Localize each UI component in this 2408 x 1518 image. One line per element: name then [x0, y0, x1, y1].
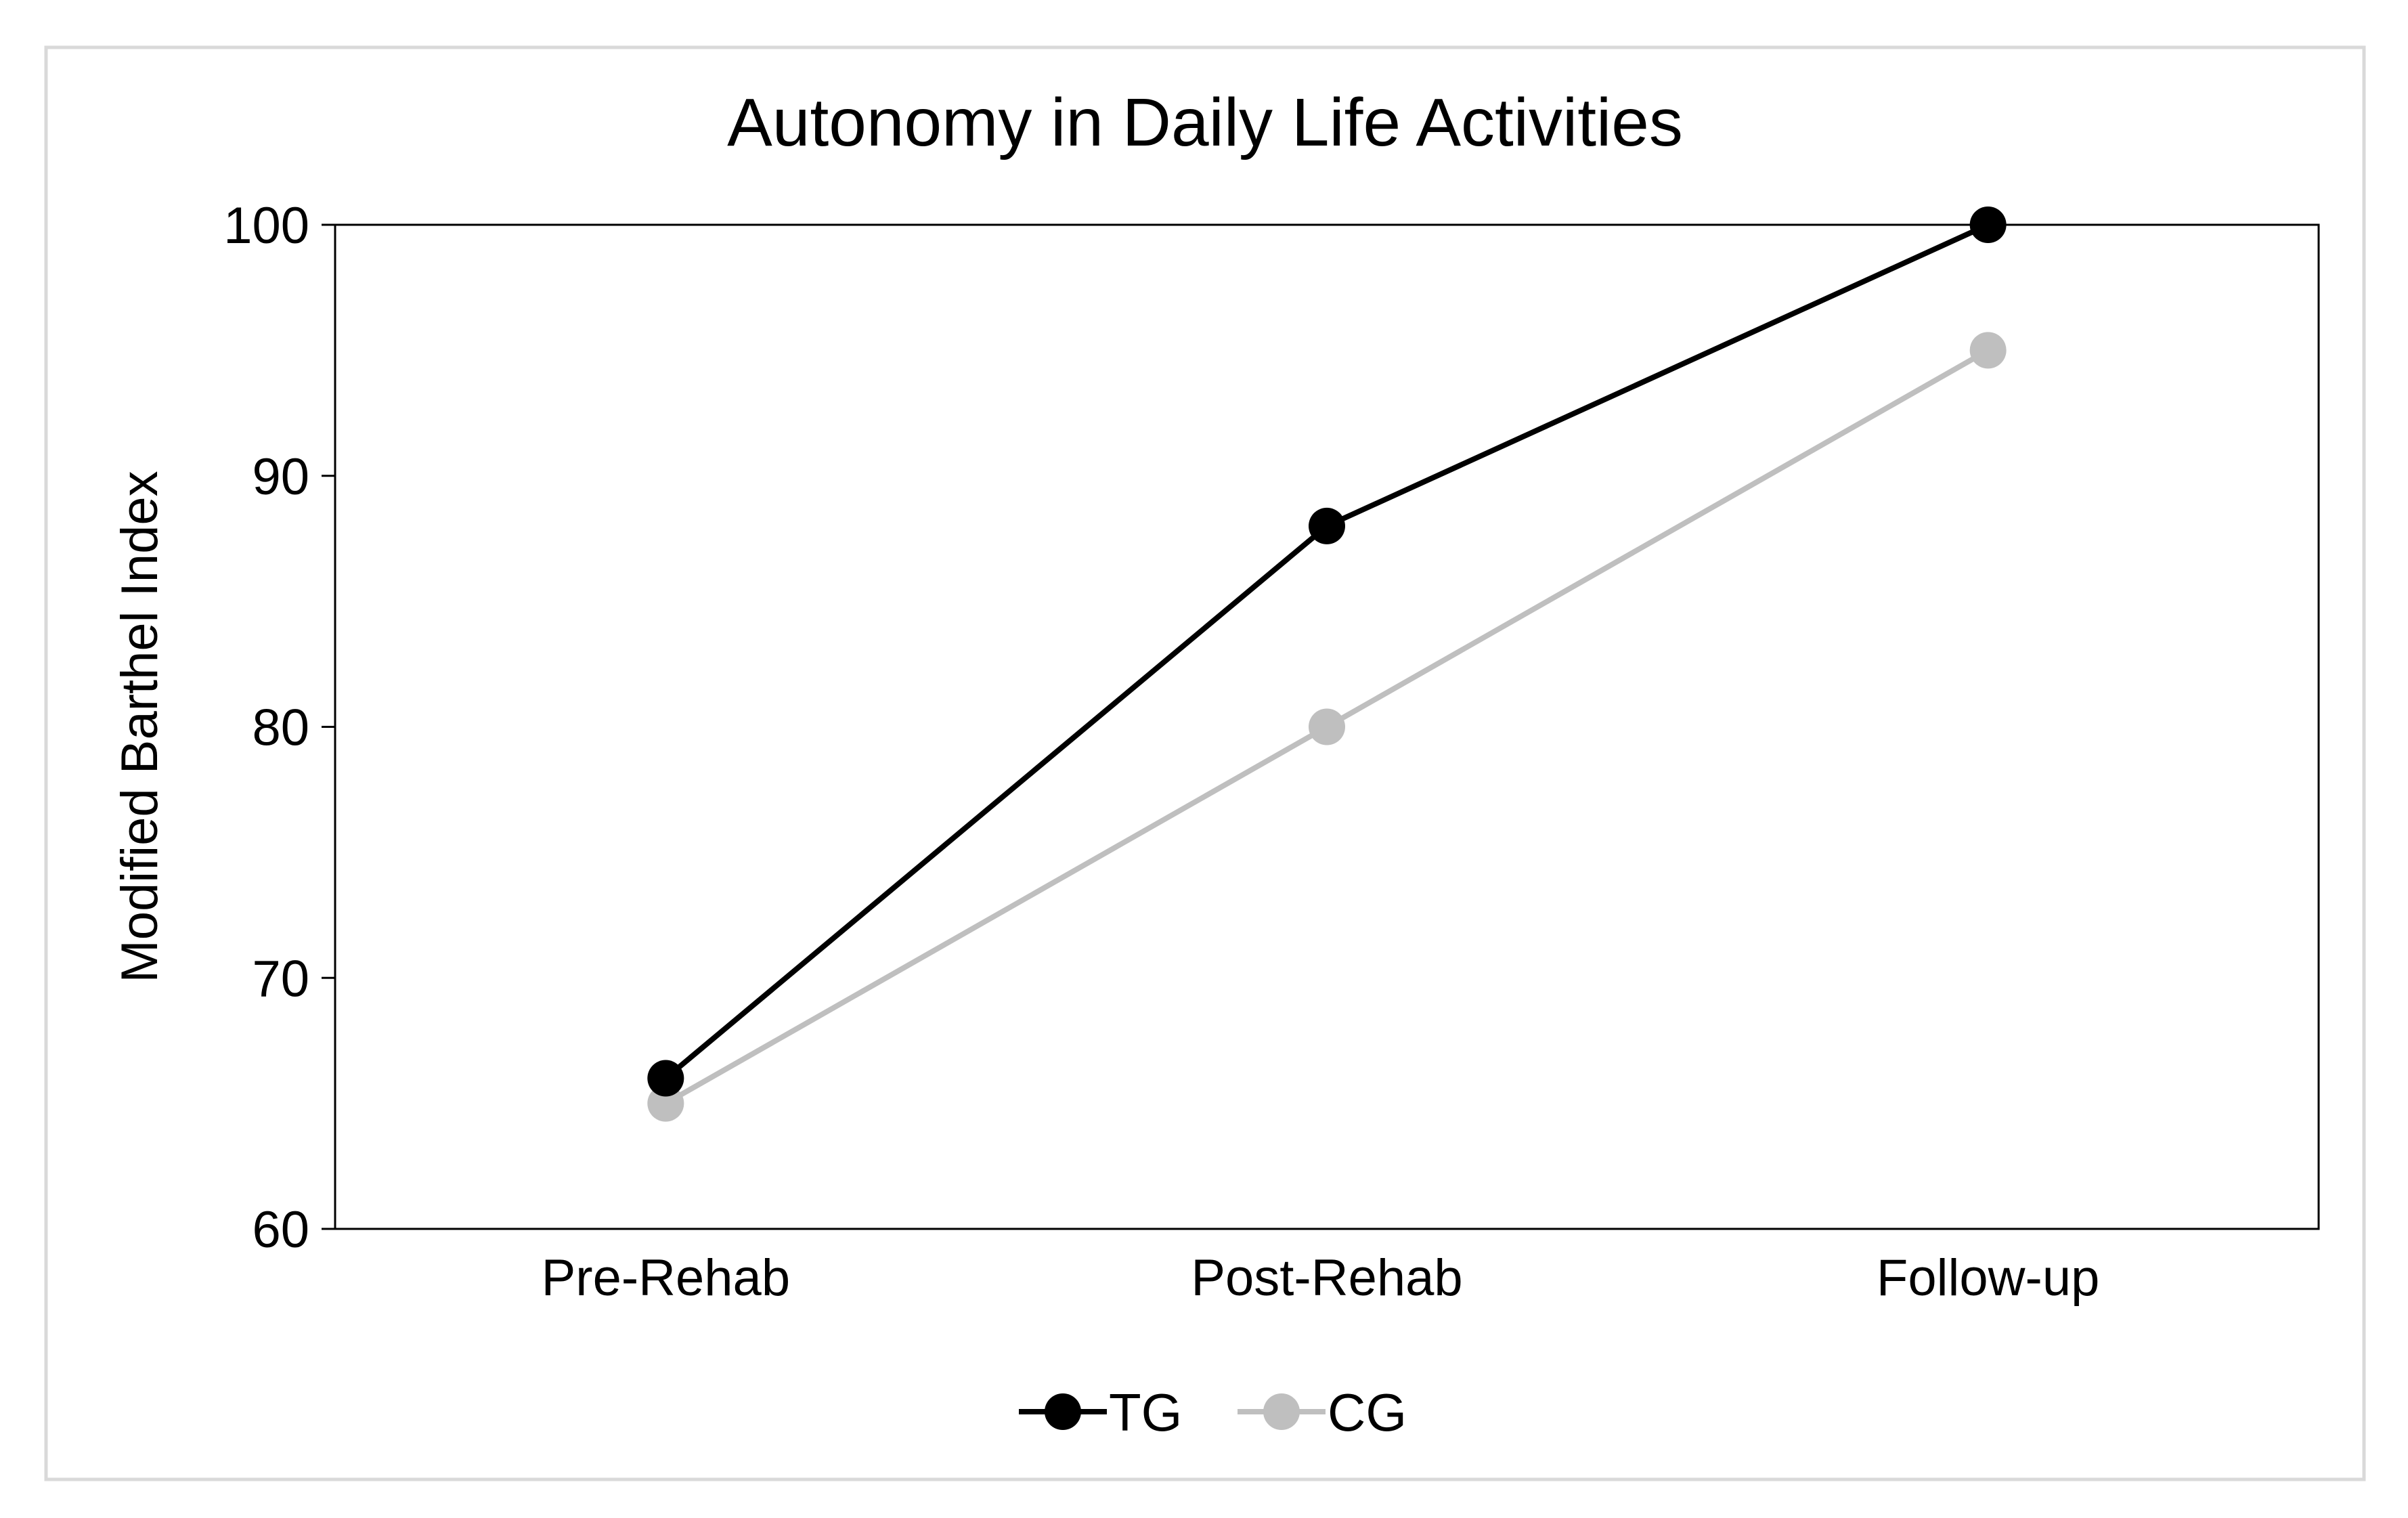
- legend-marker: [1263, 1393, 1300, 1430]
- legend-label: TG: [1109, 1383, 1182, 1442]
- y-tick-label: 100: [223, 197, 309, 255]
- y-tick-label: 90: [252, 448, 309, 506]
- chart-title: Autonomy in Daily Life Activities: [727, 85, 1683, 160]
- series-layer: [647, 207, 2007, 1122]
- y-axis-label: Modified Barthel Index: [111, 471, 169, 982]
- x-tick-label: Post-Rehab: [1191, 1249, 1462, 1307]
- legend-item-tg: TG: [1019, 1383, 1182, 1442]
- y-tick-label: 80: [252, 699, 309, 757]
- x-tick-label: Follow-up: [1877, 1249, 2099, 1307]
- series-tg: [647, 207, 2007, 1097]
- y-axis-ticks: 60 70 80 90 100: [223, 197, 335, 1259]
- data-point-tg: [647, 1060, 684, 1097]
- x-axis-ticks: Pre-Rehab Post-Rehab Follow-up: [542, 1249, 2100, 1307]
- data-point-cg: [1309, 708, 1345, 745]
- data-point-cg: [647, 1085, 684, 1122]
- legend: TG CG: [1019, 1383, 1407, 1442]
- y-tick-label: 60: [252, 1201, 309, 1259]
- x-tick-label: Pre-Rehab: [542, 1249, 791, 1307]
- chart-outer-border: [44, 45, 2366, 1481]
- data-point-tg: [1969, 207, 2007, 243]
- legend-marker: [1045, 1393, 1081, 1430]
- data-point-cg: [1969, 332, 2007, 369]
- series-cg: [647, 332, 2007, 1122]
- legend-item-cg: CG: [1238, 1383, 1407, 1442]
- y-tick-label: 70: [252, 950, 309, 1007]
- data-point-tg: [1309, 507, 1345, 544]
- legend-label: CG: [1328, 1383, 1407, 1442]
